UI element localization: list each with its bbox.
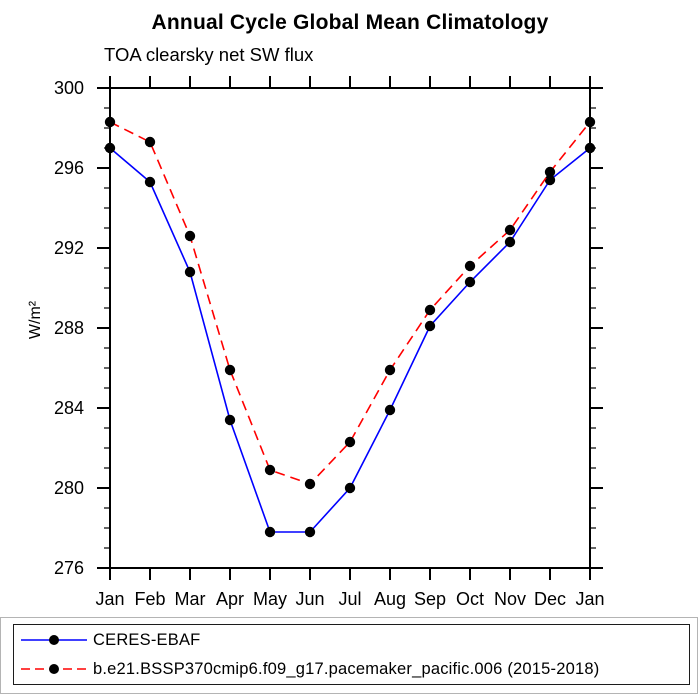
legend-outer-frame xyxy=(0,617,698,694)
x-month-label: Jun xyxy=(295,589,324,609)
x-month-label: Jan xyxy=(95,589,124,609)
series-marker-0 xyxy=(104,142,116,154)
chart-title: Annual Cycle Global Mean Climatology xyxy=(151,11,549,34)
series-line-0 xyxy=(109,147,591,533)
series-marker-1 xyxy=(104,116,116,128)
y-tick-label: 296 xyxy=(54,158,84,178)
series-marker-1 xyxy=(424,304,436,316)
series-marker-1 xyxy=(264,464,276,476)
series-marker-0 xyxy=(384,404,396,416)
series-marker-1 xyxy=(464,260,476,272)
y-tick-label: 300 xyxy=(54,78,84,98)
series-marker-1 xyxy=(504,224,516,236)
series-marker-0 xyxy=(464,276,476,288)
y-tick-label: 280 xyxy=(54,478,84,498)
x-month-label: Aug xyxy=(374,589,406,609)
legend-box: CERES-EBAF b.e21.BSSP370cmip6.f09_g17.pa… xyxy=(13,624,690,685)
series-marker-1 xyxy=(144,136,156,148)
x-month-label: Oct xyxy=(456,589,484,609)
x-month-label: Nov xyxy=(494,589,526,609)
series-marker-1 xyxy=(224,364,236,376)
y-tick-label: 284 xyxy=(54,398,84,418)
series-marker-0 xyxy=(504,236,516,248)
legend-item-ceres-ebaf: CERES-EBAF xyxy=(20,626,689,655)
series-marker-0 xyxy=(184,266,196,278)
legend-item-model-run: b.e21.BSSP370cmip6.f09_g17.pacemaker_pac… xyxy=(20,655,689,684)
legend-label-ceres-ebaf: CERES-EBAF xyxy=(93,630,201,649)
legend-line-sample-solid xyxy=(21,635,87,645)
x-month-label: Sep xyxy=(414,589,446,609)
series-marker-1 xyxy=(584,116,596,128)
legend-sample-marker-dot xyxy=(49,664,59,674)
x-month-label: May xyxy=(253,589,287,609)
series-marker-0 xyxy=(224,414,236,426)
x-month-label: Feb xyxy=(134,589,165,609)
series-marker-0 xyxy=(424,320,436,332)
legend-sample-marker-dot xyxy=(49,635,59,645)
legend-line-sample-dashed xyxy=(21,664,87,674)
series-marker-1 xyxy=(304,478,316,490)
y-tick-label: 276 xyxy=(54,558,84,578)
series-marker-0 xyxy=(144,176,156,188)
series-marker-0 xyxy=(344,482,356,494)
legend-label-model-run: b.e21.BSSP370cmip6.f09_g17.pacemaker_pac… xyxy=(93,659,600,678)
series-marker-0 xyxy=(544,174,556,186)
series-marker-1 xyxy=(344,436,356,448)
series-marker-1 xyxy=(184,230,196,242)
series-marker-0 xyxy=(584,142,596,154)
series-line-1 xyxy=(109,121,591,485)
x-month-label: Dec xyxy=(534,589,566,609)
x-month-label: Apr xyxy=(216,589,244,609)
series-marker-0 xyxy=(264,526,276,538)
chart-subtitle: TOA clearsky net SW flux xyxy=(104,44,314,65)
y-tick-label: 288 xyxy=(54,318,84,338)
x-month-label: Jul xyxy=(338,589,361,609)
series-marker-1 xyxy=(384,364,396,376)
series-marker-1 xyxy=(544,166,556,178)
x-month-label: Jan xyxy=(575,589,604,609)
x-month-label: Mar xyxy=(175,589,206,609)
plot-frame xyxy=(109,87,591,569)
y-tick-label: 292 xyxy=(54,238,84,258)
series-marker-0 xyxy=(304,526,316,538)
